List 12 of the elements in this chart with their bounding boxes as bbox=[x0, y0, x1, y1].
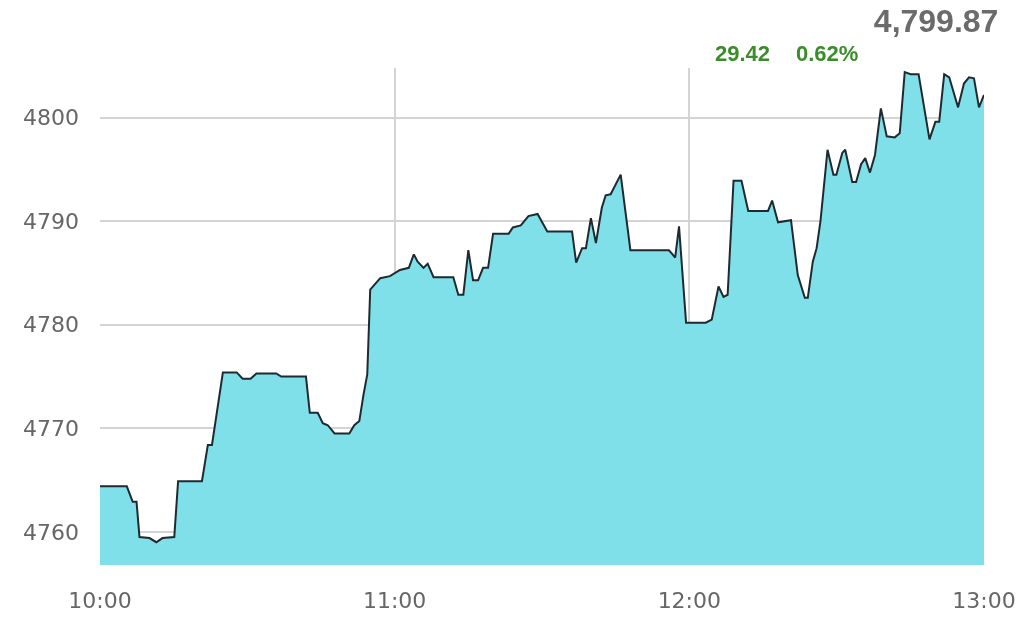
y-tick-label: 4770 bbox=[23, 416, 79, 442]
text: 0.62% bbox=[796, 41, 859, 66]
x-tick-label: 12:00 bbox=[657, 588, 722, 613]
y-tick-label: 4800 bbox=[23, 105, 79, 131]
y-tick-label: 4780 bbox=[23, 312, 79, 338]
y-tick-label: 4760 bbox=[23, 519, 79, 545]
x-tick-label: 13:00 bbox=[952, 588, 1016, 613]
text: 29.42 bbox=[715, 41, 771, 66]
x-tick-label: 10:00 bbox=[68, 588, 132, 613]
y-tick-label: 4790 bbox=[23, 208, 79, 234]
x-tick-label: 11:00 bbox=[362, 588, 427, 613]
chart-title: 4,799.87 bbox=[873, 3, 999, 39]
